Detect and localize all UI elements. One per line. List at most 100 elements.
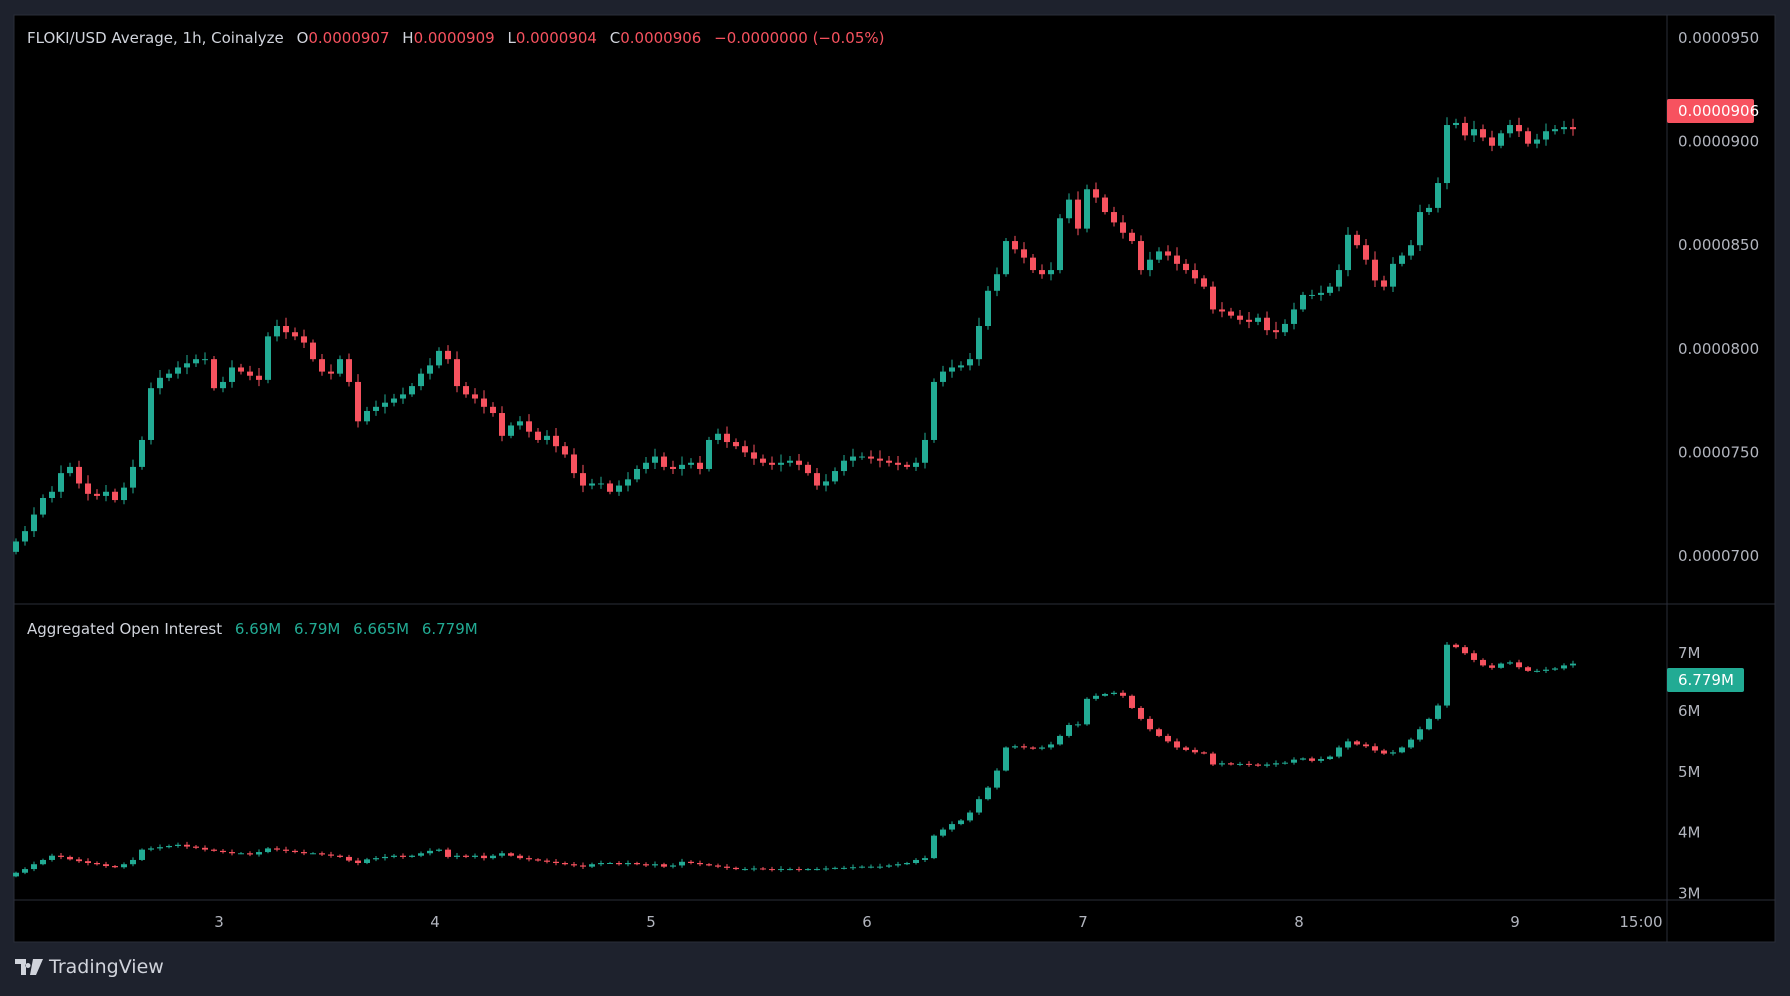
oi-candle (1210, 751, 1216, 766)
oi-candle (823, 865, 829, 872)
price-candle (1039, 264, 1045, 279)
candle-body (211, 849, 217, 851)
candle-body (1174, 255, 1180, 264)
candle-body (184, 363, 190, 368)
candle-body (283, 849, 289, 851)
candle-body (436, 350, 442, 366)
candle-body (328, 371, 334, 374)
oi-candle (589, 862, 595, 868)
oi-candle (1471, 650, 1477, 663)
candle-body (337, 359, 343, 374)
candle-body (598, 483, 604, 485)
price-axis[interactable]: 0.0000950 0.0000900 0.0000850 0.0000800 0.00… (1678, 29, 1759, 565)
oi-candle (841, 865, 847, 870)
oi-candle (1534, 668, 1540, 673)
candle-body (1030, 747, 1036, 749)
candle-body (346, 359, 352, 382)
candle-body (904, 863, 910, 865)
candle-body (265, 848, 271, 853)
price-candle (1345, 227, 1351, 277)
candle-body (247, 853, 253, 855)
high-value: 0.0000909 (414, 29, 495, 47)
candle-body (58, 855, 64, 857)
candle-body (13, 541, 19, 552)
oi-candle (364, 857, 370, 865)
candle-body (112, 491, 118, 501)
candle-body (1291, 759, 1297, 763)
tradingview-logo[interactable]: TradingView (15, 956, 164, 978)
price-candle (850, 448, 856, 467)
price-candle (1552, 125, 1558, 135)
oi-candle (1201, 751, 1207, 755)
oi-candle (1552, 666, 1558, 671)
price-candle (490, 402, 496, 417)
oi-tick-label: 7M (1678, 644, 1701, 662)
candle-body (400, 855, 406, 857)
oi-candle (1570, 660, 1576, 668)
candle-body (1165, 735, 1171, 742)
oi-candle (31, 861, 37, 872)
chart-frame (13, 14, 1776, 943)
price-candle (715, 428, 721, 445)
tradingview-logo-icon (15, 959, 43, 975)
candle-body (940, 829, 946, 836)
candle-body (76, 466, 82, 484)
price-candle (355, 374, 361, 428)
candle-body (1453, 122, 1459, 126)
price-candle (13, 538, 19, 555)
candle-body (1318, 759, 1324, 761)
oi-candle (661, 862, 667, 868)
oi-candle (184, 841, 190, 849)
oi-axis[interactable]: 7M 6M 5M 4M 3M (1678, 644, 1701, 902)
price-candle (148, 382, 154, 445)
candle-body (445, 350, 451, 360)
candle-body (931, 381, 937, 440)
price-candle (1516, 117, 1522, 138)
oi-candle (706, 863, 712, 867)
oi-candle (616, 861, 622, 866)
candle-body (508, 425, 514, 436)
candle-body (859, 866, 865, 868)
candle-body (805, 869, 811, 871)
oi-tick-label: 3M (1678, 884, 1701, 902)
price-candle (886, 456, 892, 467)
oi-candle (913, 858, 919, 865)
price-candle (157, 370, 163, 395)
price-candle (1408, 240, 1414, 260)
candle-body (922, 858, 928, 860)
candle-body (877, 866, 883, 868)
candle-body (1336, 747, 1342, 757)
price-candle (1381, 275, 1387, 291)
price-candle (661, 452, 667, 471)
price-candles (13, 116, 1576, 555)
candle-body (598, 863, 604, 865)
price-candle (859, 452, 865, 460)
candle-body (1336, 270, 1342, 287)
time-axis[interactable]: 3 4 5 6 7 8 9 15:00 (214, 913, 1662, 931)
candle-body (1291, 309, 1297, 324)
candle-body (1111, 692, 1117, 694)
oi-candle (1012, 744, 1018, 749)
oi-candle (1102, 692, 1108, 697)
price-candle (796, 453, 802, 471)
oi-candle (733, 866, 739, 871)
candle-body (1147, 259, 1153, 271)
oi-candle (328, 851, 334, 858)
price-candle (922, 432, 928, 469)
time-tick-label: 5 (646, 913, 656, 931)
candle-body (1453, 644, 1459, 648)
oi-candle (436, 848, 442, 852)
price-candle (1417, 204, 1423, 252)
candle-body (103, 491, 109, 496)
candle-body (67, 466, 73, 474)
candle-body (1408, 739, 1414, 748)
price-candle (130, 459, 136, 494)
candle-body (139, 849, 145, 860)
oi-candle (319, 851, 325, 856)
time-tick-label: 15:00 (1619, 913, 1662, 931)
candle-body (544, 860, 550, 862)
oi-candle (49, 853, 55, 862)
price-candle (1129, 229, 1135, 244)
candle-body (1255, 764, 1261, 766)
